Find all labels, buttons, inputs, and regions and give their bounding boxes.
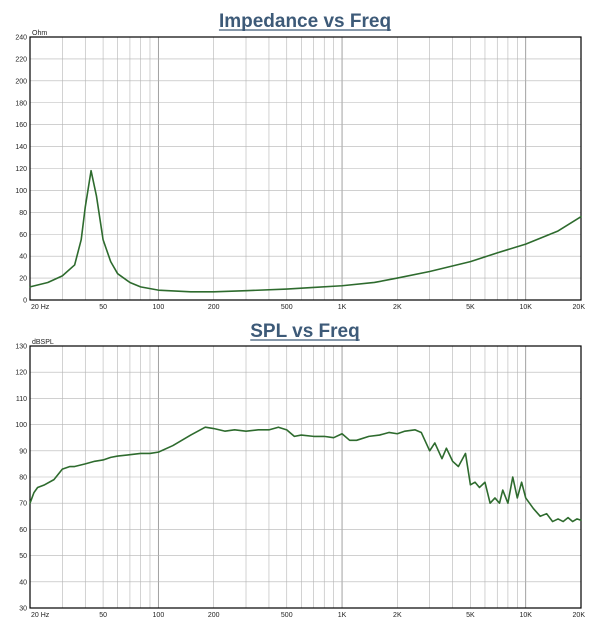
y-tick-label: 240	[15, 35, 27, 42]
y-tick-label: 130	[15, 344, 27, 351]
y-tick-label: 160	[15, 122, 27, 129]
x-tick-label: 20 Hz	[31, 304, 50, 311]
x-tick-label: 1K	[338, 612, 347, 619]
x-tick-label: 5K	[466, 612, 475, 619]
x-tick-label: 50	[99, 612, 107, 619]
y-tick-label: 110	[16, 396, 27, 403]
y-tick-label: 90	[19, 448, 27, 455]
x-tick-label: 1K	[338, 304, 347, 311]
x-tick-label: 100	[153, 612, 165, 619]
y-tick-label: 0	[23, 298, 27, 305]
y-tick-label: 20	[19, 276, 27, 283]
x-tick-label: 50	[99, 304, 107, 311]
x-tick-label: 20K	[573, 612, 586, 619]
x-tick-label: 200	[208, 612, 220, 619]
y-tick-label: 100	[15, 422, 27, 429]
x-tick-label: 10K	[519, 304, 532, 311]
y-tick-label: 120	[15, 370, 27, 377]
chart-title: Impedance vs Freq	[219, 11, 391, 32]
y-axis-unit: dBSPL	[32, 339, 54, 346]
y-tick-label: 200	[15, 78, 27, 85]
y-tick-label: 40	[19, 579, 27, 586]
y-tick-label: 40	[19, 254, 27, 261]
series-line	[29, 426, 582, 523]
y-tick-label: 220	[15, 56, 27, 63]
chart-title: SPL vs Freq	[250, 321, 359, 342]
chart-0: Impedance vs Freq 0 20 40 60 80 100 120 140 160 18…	[15, 11, 585, 311]
x-tick-label: 20K	[573, 304, 586, 311]
x-tick-label: 20 Hz	[31, 612, 50, 619]
x-tick-label: 500	[281, 304, 293, 311]
x-tick-label: 500	[281, 612, 293, 619]
y-tick-label: 100	[15, 188, 27, 195]
x-tick-label: 5K	[466, 304, 475, 311]
y-tick-label: 180	[15, 100, 27, 107]
y-tick-label: 60	[19, 232, 27, 239]
x-tick-label: 100	[153, 304, 165, 311]
x-tick-label: 200	[208, 304, 220, 311]
x-tick-label: 2K	[393, 612, 402, 619]
y-tick-label: 120	[15, 166, 27, 173]
y-tick-label: 80	[19, 475, 27, 482]
y-axis-unit: Ohm	[32, 30, 47, 37]
plot-frame	[29, 345, 582, 609]
x-tick-label: 2K	[393, 304, 402, 311]
y-tick-label: 50	[19, 553, 27, 560]
y-tick-label: 60	[19, 527, 27, 534]
y-tick-label: 70	[19, 501, 27, 508]
chart-1: SPL vs Freq 30 40 50 60 70 80 90 100 110 120 130 20 …	[15, 321, 585, 619]
x-tick-label: 10K	[519, 612, 532, 619]
y-tick-label: 80	[19, 210, 27, 217]
y-tick-label: 30	[19, 606, 27, 613]
plot-frame	[29, 36, 582, 301]
y-tick-label: 140	[15, 144, 27, 151]
grid-lines	[30, 346, 581, 608]
grid-lines	[30, 37, 581, 300]
series-line	[29, 169, 582, 293]
